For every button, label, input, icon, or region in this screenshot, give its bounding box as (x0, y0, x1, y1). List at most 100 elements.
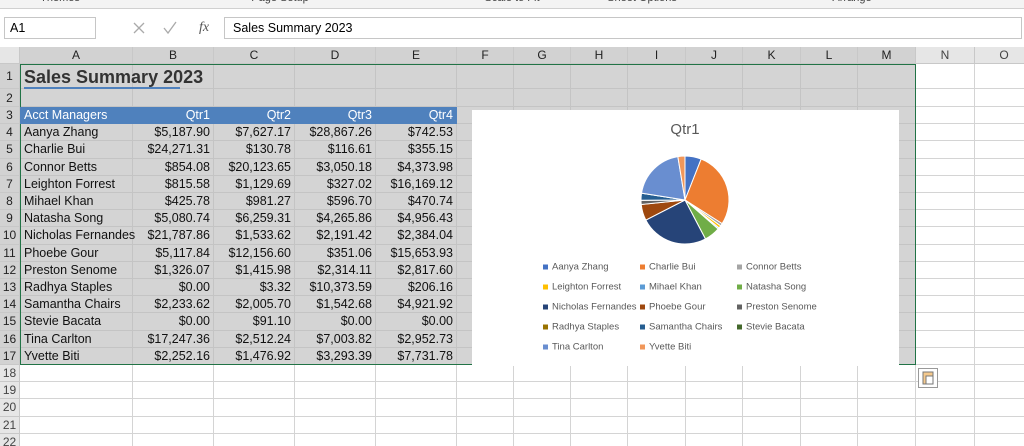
cell (743, 89, 801, 107)
cell (571, 399, 628, 417)
table-cell: $2,233.62 (154, 297, 210, 312)
name-box[interactable]: A1 (4, 17, 96, 39)
row-header: 21 (0, 416, 20, 434)
cell (514, 89, 571, 107)
paste-options[interactable] (918, 368, 938, 388)
column-header: M (858, 47, 916, 64)
cell (376, 399, 457, 417)
table-cell: $130.78 (245, 142, 291, 157)
cell (801, 365, 858, 383)
cell (295, 416, 376, 434)
cell (975, 279, 1024, 297)
row-header: 20 (0, 399, 20, 417)
legend-swatch (543, 324, 548, 330)
cell (214, 399, 295, 417)
column-header: I (628, 47, 686, 64)
legend-label: Samantha Chairs (649, 322, 723, 333)
cell (133, 89, 214, 107)
cell (133, 365, 214, 383)
table-cell: $3.32 (259, 280, 291, 294)
cell (133, 193, 214, 211)
cell (916, 124, 975, 142)
row-header: 4 (0, 124, 20, 142)
legend-label: Mihael Khan (649, 282, 702, 293)
table-cell: $7,003.82 (316, 331, 372, 346)
cell (514, 365, 571, 383)
table-cell: $16,169.12 (390, 176, 453, 191)
cell (686, 416, 743, 434)
cell (376, 365, 457, 383)
table-cell: Aanya Zhang (24, 125, 99, 140)
table-header-cell: Qtr4 (376, 107, 457, 125)
cell (801, 399, 858, 417)
cell (376, 158, 457, 176)
enter-button[interactable] (163, 21, 177, 35)
cell (801, 433, 858, 446)
cell (975, 193, 1024, 211)
cell (376, 175, 457, 193)
cell (801, 89, 858, 107)
column-header: D (295, 47, 376, 64)
ribbon-group-label: Scale to Fit (472, 0, 552, 4)
pie-chart[interactable]: Qtr1 Aanya Zhang Charlie Bui Connor Betts L… (472, 110, 899, 366)
pie-slice (677, 155, 686, 201)
cell (20, 124, 133, 142)
formula-input[interactable]: Sales Summary 2023 (224, 17, 1022, 39)
cell (133, 175, 214, 193)
column-header: F (457, 47, 514, 64)
cell (376, 433, 457, 446)
cell (133, 158, 214, 176)
cell (20, 244, 133, 262)
cell (975, 348, 1024, 365)
cell (295, 64, 376, 89)
table-cell: $2,384.04 (397, 228, 453, 243)
cell (975, 227, 1024, 245)
cell (916, 382, 975, 400)
cell (20, 313, 133, 331)
table-cell: $28,867.26 (309, 125, 372, 140)
legend-swatch (640, 344, 645, 350)
table-cell: $0.00 (421, 314, 453, 329)
row-header: 6 (0, 158, 20, 176)
row-header: 22 (0, 433, 20, 446)
cell (686, 399, 743, 417)
legend-swatch (543, 304, 548, 310)
table-cell: $1,129.69 (235, 176, 291, 191)
cell (743, 433, 801, 446)
table-cell: $12,156.60 (228, 245, 291, 260)
cell (214, 124, 295, 142)
table-cell: $6,259.31 (235, 211, 291, 226)
legend-label: Tina Carlton (552, 342, 603, 353)
legend-swatch (640, 284, 645, 290)
legend-swatch (640, 264, 645, 270)
cell (20, 175, 133, 193)
cell (743, 416, 801, 434)
cell (133, 141, 214, 159)
table-cell: $24,271.31 (147, 142, 210, 157)
cell (376, 279, 457, 297)
cell (214, 330, 295, 348)
cell (628, 89, 686, 107)
column-header: K (743, 47, 801, 64)
table-cell: $1,415.98 (235, 262, 291, 277)
cell (376, 141, 457, 159)
cell (20, 210, 133, 228)
column-header: C (214, 47, 295, 64)
cell (858, 365, 916, 383)
row-header: 12 (0, 261, 20, 279)
cell (743, 399, 801, 417)
cell (20, 399, 133, 417)
insert-function-button[interactable]: fx (199, 20, 210, 35)
cancel-button[interactable] (133, 22, 145, 34)
cell (975, 89, 1024, 107)
legend-label: Preston Senome (746, 302, 817, 313)
cell (376, 382, 457, 400)
cell (376, 227, 457, 245)
column-header: B (133, 47, 214, 64)
table-cell: Radhya Staples (24, 280, 113, 294)
column-header: L (801, 47, 858, 64)
legend-swatch (543, 284, 548, 290)
cell (571, 365, 628, 383)
cell (975, 296, 1024, 314)
cell (858, 399, 916, 417)
